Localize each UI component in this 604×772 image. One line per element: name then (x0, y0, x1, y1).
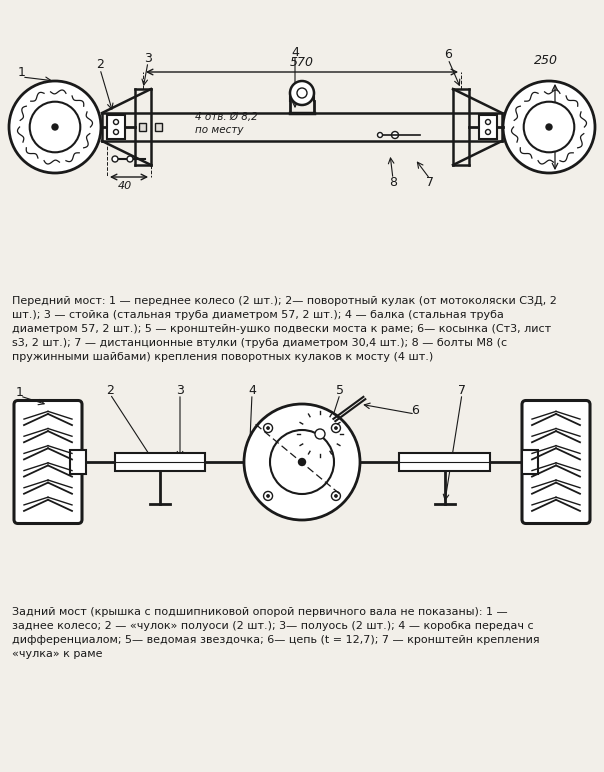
Text: диаметром 57, 2 шт.); 5 — кронштейн-ушко подвески моста к раме; 6— косынка (Ст3,: диаметром 57, 2 шт.); 5 — кронштейн-ушко… (12, 324, 551, 334)
Circle shape (332, 424, 341, 432)
Circle shape (298, 459, 306, 466)
Circle shape (315, 429, 325, 439)
Circle shape (9, 81, 101, 173)
Text: Задний мост (крышка с подшипниковой опорой первичного вала не показаны): 1 —: Задний мост (крышка с подшипниковой опор… (12, 607, 507, 617)
Text: 1: 1 (16, 385, 24, 398)
Circle shape (114, 130, 118, 134)
Text: 250: 250 (534, 54, 558, 67)
Text: 2: 2 (96, 59, 104, 72)
Circle shape (486, 130, 490, 134)
Bar (70, 450, 86, 474)
Text: 7: 7 (458, 384, 466, 397)
Text: пружинными шайбами) крепления поворотных кулаков к мосту (4 шт.): пружинными шайбами) крепления поворотных… (12, 352, 433, 362)
Circle shape (114, 120, 118, 124)
FancyBboxPatch shape (522, 401, 590, 523)
Circle shape (391, 131, 399, 138)
Bar (115, 453, 205, 471)
Text: по месту: по месту (195, 125, 243, 135)
Text: 6: 6 (444, 49, 452, 62)
Text: 4: 4 (248, 384, 256, 397)
Bar (155, 123, 162, 131)
Text: 3: 3 (176, 384, 184, 397)
Circle shape (270, 430, 334, 494)
Circle shape (52, 124, 58, 130)
Circle shape (335, 427, 338, 429)
Circle shape (332, 492, 341, 500)
Bar (479, 115, 497, 139)
Circle shape (266, 427, 269, 429)
Circle shape (524, 102, 574, 152)
Circle shape (244, 404, 360, 520)
Circle shape (486, 120, 490, 124)
Bar (107, 115, 125, 139)
Text: 40: 40 (118, 181, 132, 191)
Text: 5: 5 (298, 80, 306, 93)
FancyBboxPatch shape (14, 401, 82, 523)
Text: 3: 3 (144, 52, 152, 66)
Circle shape (546, 124, 552, 130)
Circle shape (335, 494, 338, 497)
Bar (139, 123, 146, 131)
Circle shape (127, 156, 133, 162)
Circle shape (263, 492, 272, 500)
Bar (399, 453, 490, 471)
Text: 2: 2 (106, 384, 114, 397)
Text: 5: 5 (336, 384, 344, 397)
Text: 570: 570 (290, 56, 314, 69)
Text: дифференциалом; 5— ведомая звездочка; 6— цепь (t = 12,7); 7 — кронштейн креплени: дифференциалом; 5— ведомая звездочка; 6—… (12, 635, 539, 645)
Text: 4: 4 (291, 46, 299, 59)
Bar (522, 450, 538, 474)
Circle shape (378, 133, 382, 137)
Text: 6: 6 (411, 404, 419, 417)
Circle shape (112, 156, 118, 162)
Circle shape (263, 424, 272, 432)
Circle shape (297, 88, 307, 98)
Text: шт.); 3 — стойка (стальная труба диаметром 57, 2 шт.); 4 — балка (стальная труба: шт.); 3 — стойка (стальная труба диаметр… (12, 310, 504, 320)
Text: 7: 7 (426, 175, 434, 188)
Text: 1: 1 (18, 66, 26, 80)
Circle shape (503, 81, 595, 173)
Circle shape (266, 494, 269, 497)
Circle shape (30, 102, 80, 152)
Text: 4 отв. Ø 8,2: 4 отв. Ø 8,2 (195, 112, 258, 122)
Text: заднее колесо; 2 — «чулок» полуоси (2 шт.); 3— полуось (2 шт.); 4 — коробка пере: заднее колесо; 2 — «чулок» полуоси (2 шт… (12, 621, 533, 631)
Text: Передний мост: 1 — переднее колесо (2 шт.); 2— поворотный кулак (от мотоколяски : Передний мост: 1 — переднее колесо (2 шт… (12, 296, 557, 306)
Text: 8: 8 (389, 175, 397, 188)
Circle shape (300, 414, 340, 454)
Text: s3, 2 шт.); 7 — дистанционные втулки (труба диаметром 30,4 шт.); 8 — болты М8 (с: s3, 2 шт.); 7 — дистанционные втулки (тр… (12, 338, 507, 348)
Circle shape (290, 81, 314, 105)
Text: «чулка» к раме: «чулка» к раме (12, 649, 103, 659)
